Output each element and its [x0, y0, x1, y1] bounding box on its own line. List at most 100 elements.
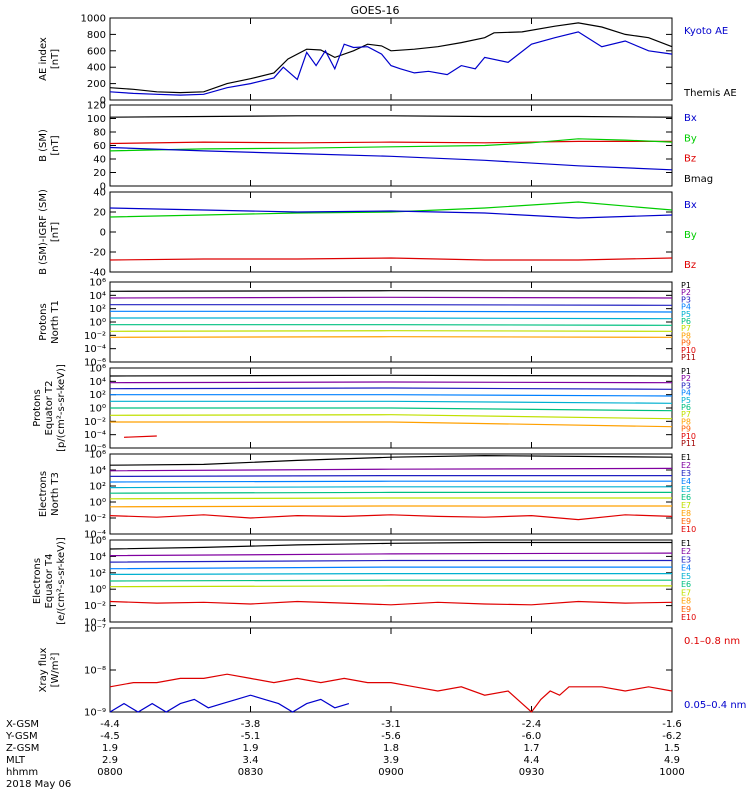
legend-label: P2: [681, 288, 691, 297]
ephemeris-value: 0800: [97, 767, 122, 778]
series-line-e1: [109, 454, 673, 466]
ephemeris-value: 1000: [659, 767, 684, 778]
y-tick-label: 10⁻⁴: [84, 430, 106, 441]
y-axis-label: Equator T2: [44, 381, 55, 436]
legend-label: E7: [681, 588, 691, 597]
series-line-p1: [109, 290, 673, 292]
legend-label: E8: [681, 509, 691, 518]
y-tick-label: -20: [90, 248, 106, 259]
series-line-e8: [109, 505, 672, 508]
series-line-e3: [109, 559, 672, 563]
y-tick-label: 10²: [89, 390, 106, 401]
ephemeris-value: -1.6: [662, 719, 682, 730]
legend-label: E5: [681, 572, 691, 581]
y-tick-label: 10⁻⁴: [84, 344, 106, 355]
legend-label: P3: [681, 381, 691, 390]
y-axis-label: North T3: [50, 472, 61, 516]
legend-label: Bx: [684, 200, 697, 211]
series-line-e7: [109, 585, 672, 588]
y-tick-label: 40: [93, 155, 106, 166]
y-axis-label: North T1: [50, 300, 61, 344]
legend-label: E3: [681, 469, 691, 478]
ephemeris-value: -5.6: [381, 731, 401, 742]
legend-label: P10: [681, 346, 696, 355]
panel-frame: [109, 17, 673, 101]
y-tick-label: 10⁻²: [84, 331, 106, 342]
chart-title: GOES-16: [350, 4, 399, 17]
series-line-e9: [109, 600, 673, 606]
y-axis-label: [nT]: [50, 222, 61, 242]
y-tick-label: 10⁰: [89, 404, 106, 415]
legend-label: P9: [681, 425, 691, 434]
y-tick-label: 1000: [81, 14, 106, 25]
series-line-p5: [110, 400, 673, 404]
legend-label: P4: [681, 303, 691, 312]
y-tick-label: 200: [87, 79, 106, 90]
series-line-e3: [109, 475, 672, 477]
series-line-p4: [110, 310, 673, 313]
y-tick-label: 10⁰: [89, 318, 106, 329]
y-axis-label: Equator T4: [44, 554, 55, 609]
y-tick-label: 10⁶: [89, 364, 106, 375]
ephemeris-value: 3.9: [383, 755, 399, 766]
panel-frame: [109, 453, 673, 535]
y-axis-label: Xray flux: [38, 648, 49, 693]
y-tick-label: 80: [93, 128, 106, 139]
ephemeris-value: 1.9: [243, 743, 259, 754]
ephemeris-value: -3.8: [241, 719, 261, 730]
panel-2: -40 -20 0 20 40 B (SM)-IGRF (SM) [nT] Bx By Bz: [38, 188, 697, 279]
y-tick-label: 60: [93, 141, 106, 152]
panel-6: 10⁶ 10⁴ 10² 10⁰ 10⁻² 10⁻⁴ Electrons Equator T4[…: [32, 536, 696, 629]
series-line-by: [109, 138, 673, 152]
y-tick-label: 20: [93, 168, 106, 179]
series-line-p6: [110, 324, 673, 326]
legend-label: Bx: [684, 113, 697, 124]
y-tick-label: 10⁴: [89, 377, 106, 388]
ephemeris-row-label: X-GSM: [6, 719, 39, 730]
legend-label: P7: [681, 324, 691, 333]
legend-label: P7: [681, 410, 691, 419]
series-line-bz: [109, 140, 672, 145]
series-line-themis-ae: [109, 22, 673, 94]
y-tick-label: 100: [87, 114, 106, 125]
legend-label: E4: [681, 477, 691, 486]
panel-frame: [109, 281, 673, 363]
ephemeris-value: 1.5: [664, 743, 680, 754]
y-tick-label: 20: [93, 208, 106, 219]
y-tick-label: 10⁻⁶: [84, 444, 106, 455]
y-tick-label: 10⁻²: [84, 601, 106, 612]
legend-label: E6: [681, 580, 691, 589]
ephemeris-value: 0830: [238, 767, 263, 778]
legend-label: P5: [681, 310, 691, 319]
panel-7: 10⁻⁷ 10⁻⁸ 10⁻⁹ Xray flux [W/m²] 0.1–0.8 nm 0.0…: [38, 624, 746, 719]
legend-label: E8: [681, 597, 691, 606]
y-axis-label: Electrons: [38, 471, 49, 517]
legend-label: 0.1–0.8 nm: [684, 636, 740, 647]
y-tick-label: -40: [90, 268, 106, 279]
legend-label: E10: [681, 613, 696, 622]
ephemeris-value: 1.9: [102, 743, 118, 754]
legend-label: P8: [681, 331, 691, 340]
y-axis-label: B (SM): [38, 129, 49, 162]
legend-label: P8: [681, 417, 691, 426]
series-line-kyoto-ae: [109, 31, 673, 96]
series-line-e7: [109, 497, 672, 500]
legend-label: By: [684, 133, 697, 144]
series-line-p7: [109, 330, 673, 332]
legend-label: E1: [681, 453, 691, 462]
series-line-bx: [109, 207, 673, 219]
y-tick-label: 600: [87, 46, 106, 57]
series-line-e5: [109, 486, 672, 489]
y-tick-label: 40: [93, 188, 106, 199]
ephemeris-value: 0930: [519, 767, 544, 778]
y-tick-label: 10⁻⁴: [84, 618, 106, 629]
ephemeris-value: 4.9: [664, 755, 680, 766]
series-line-e5: [109, 572, 672, 576]
legend-label: Kyoto AE: [684, 26, 728, 37]
y-tick-label: 0: [100, 96, 106, 107]
legend-label: E6: [681, 493, 691, 502]
legend-label: By: [684, 230, 697, 241]
legend-label: E4: [681, 564, 691, 573]
legend-label: P5: [681, 396, 691, 405]
